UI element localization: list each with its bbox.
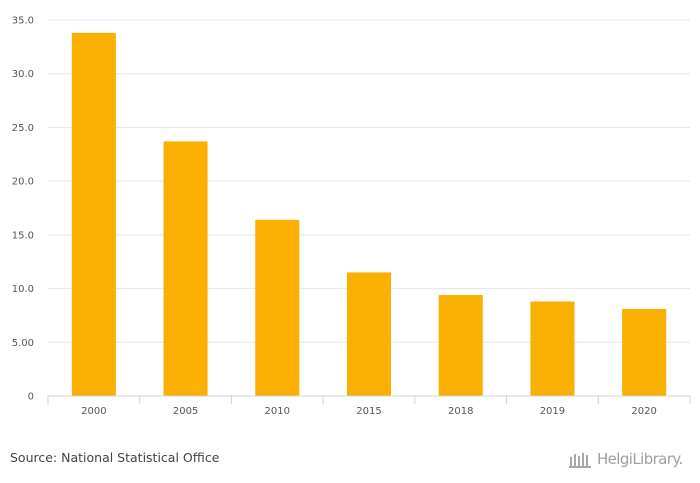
y-tick-label: 0 xyxy=(28,392,34,403)
x-tick-label: 2019 xyxy=(540,406,565,417)
bar-2005 xyxy=(163,141,208,396)
y-tick-label: 30.0 xyxy=(12,69,34,80)
x-tick-label: 2018 xyxy=(448,406,473,417)
bar-2000 xyxy=(71,32,116,397)
x-tick-label: 2005 xyxy=(173,406,198,417)
bars xyxy=(71,32,667,397)
y-tick-label: 5.00 xyxy=(12,338,34,349)
y-tick-label: 10.0 xyxy=(12,284,34,295)
bar-2015 xyxy=(346,272,392,396)
helgi-library-logo[interactable]: HelgiLibrary. xyxy=(568,448,692,470)
bar-2018 xyxy=(438,295,483,396)
bar-2010 xyxy=(255,219,300,396)
x-tick-label: 2020 xyxy=(631,406,656,417)
logo-text: HelgiLibrary. xyxy=(597,450,683,468)
library-building-icon xyxy=(569,453,591,468)
y-axis-ticks: 0 5.00 10.0 15.0 20.0 25.0 30.0 35.0 xyxy=(12,16,34,403)
bar-2020 xyxy=(622,308,667,396)
gridlines xyxy=(48,19,690,343)
source-note: Source: National Statistical Office xyxy=(10,450,220,465)
x-tick-label: 2015 xyxy=(356,406,381,417)
x-axis-ticks: 2000 2005 2010 2015 2018 2019 2020 xyxy=(47,396,691,417)
y-tick-label: 15.0 xyxy=(12,230,34,241)
y-tick-label: 25.0 xyxy=(12,123,34,134)
bar-2019 xyxy=(530,301,575,396)
y-tick-label: 35.0 xyxy=(12,16,34,27)
y-tick-label: 20.0 xyxy=(12,177,34,188)
x-tick-label: 2010 xyxy=(265,406,290,417)
x-tick-label: 2000 xyxy=(81,406,106,417)
